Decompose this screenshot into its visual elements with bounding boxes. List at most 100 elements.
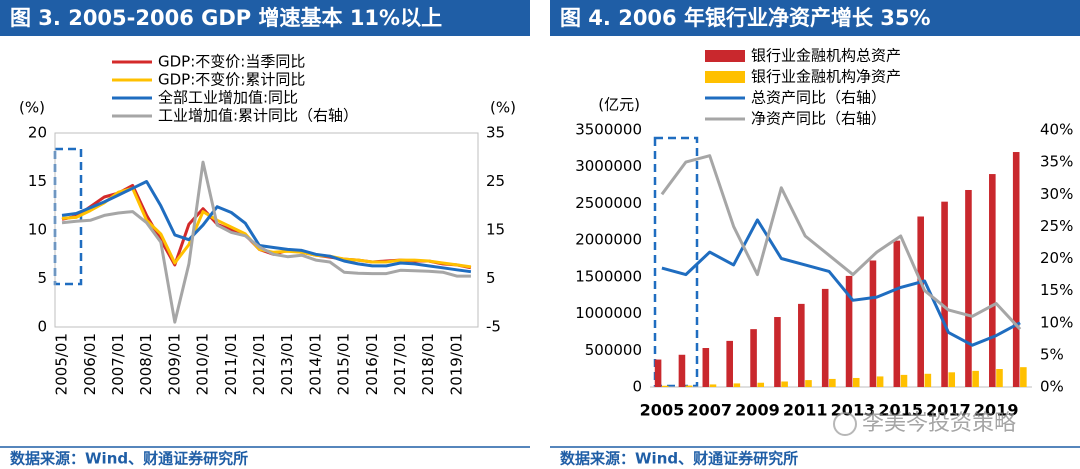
x-tick-label: 2015 <box>878 401 923 420</box>
bar <box>726 340 733 387</box>
watermark-icon <box>833 412 857 436</box>
bar <box>781 381 788 387</box>
bar <box>805 380 812 387</box>
bar <box>750 329 757 387</box>
bar <box>829 378 836 387</box>
chart-title: 图 4. 2006 年银行业净资产增长 35% <box>560 6 931 30</box>
x-tick-label: 2013/01 <box>278 333 296 395</box>
bar <box>661 385 669 387</box>
x-tick-label: 2017/01 <box>391 333 409 395</box>
legend-label: 全部工业增加值:同比 <box>158 89 298 107</box>
legend-label: GDP:不变价:当季同比 <box>158 53 305 71</box>
legend-label: 工业增加值:累计同比（右轴） <box>158 107 358 125</box>
bar <box>798 303 805 387</box>
line-series <box>61 160 471 324</box>
bar <box>972 370 979 387</box>
legend-swatch <box>705 50 745 62</box>
x-tick-label: 2008/01 <box>137 333 155 395</box>
y-tick-label: 2500000 <box>575 194 642 212</box>
x-tick-label: 2019/01 <box>447 333 465 395</box>
chart-title: 图 3. 2005-2006 GDP 增速基本 11%以上 <box>10 6 442 30</box>
bar <box>869 260 877 387</box>
x-tick-label: 2010/01 <box>194 333 212 395</box>
y-tick-label: 15 <box>28 172 47 190</box>
y2-tick-label: 5 <box>486 269 496 287</box>
y2-tick-label: 30% <box>1040 185 1073 203</box>
line-series <box>61 183 472 270</box>
plot-frame <box>54 132 479 328</box>
y-tick-label: 3500000 <box>575 121 642 139</box>
legend-label: 总资产同比（右轴） <box>751 89 886 107</box>
bar <box>757 382 765 387</box>
x-tick-label: 2014/01 <box>306 333 324 395</box>
y-axis-unit: (%) <box>19 99 45 117</box>
legend-label: GDP:不变价:累计同比 <box>158 71 305 89</box>
bar <box>774 317 781 387</box>
x-tick-label: 2005 <box>640 401 685 420</box>
title-bar <box>550 0 1080 36</box>
bar <box>941 201 948 387</box>
x-tick-label: 2007/01 <box>109 333 127 395</box>
watermark: 李美岑投资策略 <box>862 411 1016 436</box>
x-tick-label: 2012/01 <box>250 333 268 395</box>
y2-tick-label: -5 <box>486 318 501 336</box>
bar <box>917 216 924 387</box>
source-note: 数据来源：Wind、财通证券研究所 <box>560 450 798 468</box>
x-tick-label: 2011 <box>783 401 828 420</box>
x-tick-label: 2007 <box>687 401 732 420</box>
bar <box>709 384 717 387</box>
y2-axis-unit: (%) <box>490 99 516 117</box>
y-tick-label: 0 <box>37 318 47 336</box>
bar <box>893 240 901 387</box>
line-series <box>660 154 1022 331</box>
y2-tick-label: 5% <box>1040 345 1064 363</box>
y-axis-unit: (亿元) <box>598 96 640 114</box>
y-tick-label: 2000000 <box>575 231 642 249</box>
bar <box>996 369 1003 387</box>
bar <box>924 373 932 387</box>
y2-tick-label: 35 <box>486 124 505 142</box>
y-tick-label: 20 <box>28 124 47 142</box>
bar <box>1020 367 1027 387</box>
bar <box>821 288 829 387</box>
x-tick-label: 2018/01 <box>419 333 437 395</box>
bar <box>852 377 860 387</box>
legend-label: 净资产同比（右轴） <box>751 110 886 128</box>
y-tick-label: 3000000 <box>575 157 642 175</box>
x-tick-label: 2013 <box>831 401 876 420</box>
bar <box>1012 152 1020 387</box>
x-tick-label: 2019 <box>974 401 1019 420</box>
bar <box>678 354 686 387</box>
y2-tick-label: 15% <box>1040 281 1073 299</box>
y2-tick-label: 25 <box>486 172 505 190</box>
x-tick-label: 2017 <box>926 401 971 420</box>
source-note: 数据来源：Wind、财通证券研究所 <box>10 450 248 468</box>
bar <box>845 275 853 387</box>
bar <box>654 359 662 387</box>
bar <box>733 383 741 387</box>
x-tick-label: 2016/01 <box>363 333 381 395</box>
y2-tick-label: 25% <box>1040 217 1073 235</box>
legend-label: 银行业金融机构总资产 <box>751 47 901 65</box>
y-tick-label: 0 <box>632 378 642 396</box>
title-bar <box>0 0 530 36</box>
line-series <box>61 180 472 274</box>
x-tick-label: 2011/01 <box>222 333 240 395</box>
x-tick-label: 2006/01 <box>81 333 99 395</box>
y-tick-label: 1000000 <box>575 304 642 322</box>
bar <box>948 372 956 387</box>
y2-tick-label: 10% <box>1040 313 1073 331</box>
legend-swatch <box>705 71 745 83</box>
bar <box>702 348 710 387</box>
y2-tick-label: 40% <box>1040 121 1073 139</box>
bar <box>989 174 996 387</box>
highlight-box <box>653 136 699 388</box>
bar <box>876 376 884 387</box>
legend-label: 银行业金融机构净资产 <box>751 68 901 86</box>
y2-tick-label: 20% <box>1040 249 1073 267</box>
charts: 图 3. 2005-2006 GDP 增速基本 11%以上数据来源：Wind、财… <box>10 6 1073 468</box>
y2-tick-label: 15 <box>486 221 505 239</box>
x-tick-label: 2005/01 <box>53 333 71 395</box>
y2-tick-label: 35% <box>1040 153 1073 171</box>
